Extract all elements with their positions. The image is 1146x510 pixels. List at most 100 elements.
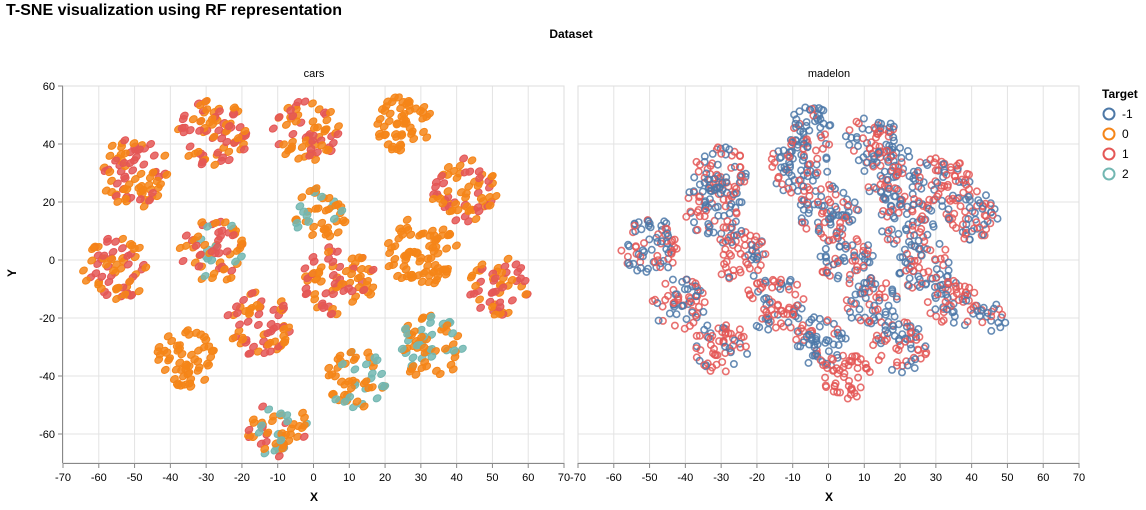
y-tick-label: 40 — [43, 139, 55, 151]
data-point-target-1 — [667, 249, 676, 258]
data-point-target-1 — [915, 173, 924, 182]
data-point-target-0 — [310, 290, 320, 299]
data-point-target-1 — [728, 341, 737, 350]
data-point-target-2 — [237, 252, 246, 261]
data-point-target-1 — [756, 261, 765, 270]
data-point-target-1 — [828, 235, 837, 244]
data-point-target-0 — [120, 290, 130, 299]
data-point-target-2 — [227, 221, 236, 230]
data-point-target-0 — [432, 366, 441, 375]
data-point-target--1 — [729, 359, 738, 368]
data-point-target-1 — [846, 390, 855, 399]
data-point-target--1 — [942, 305, 951, 314]
data-point-target-0 — [390, 255, 400, 264]
data-point-target-1 — [865, 287, 874, 296]
data-point-target--1 — [894, 229, 903, 238]
data-point-target-1 — [128, 166, 138, 175]
data-point-target--1 — [730, 336, 739, 345]
data-point-target-1 — [845, 356, 854, 365]
data-point-target-0 — [220, 218, 230, 227]
data-point-target-1 — [908, 221, 917, 230]
data-point-target-1 — [108, 247, 118, 257]
data-point-target--1 — [911, 332, 920, 341]
data-point-target-1 — [963, 317, 972, 326]
data-point-target-1 — [876, 127, 885, 136]
data-point-target-0 — [228, 334, 238, 343]
data-point-target-1 — [268, 124, 278, 133]
data-point-target--1 — [685, 188, 694, 197]
data-point-target-2 — [257, 421, 266, 430]
data-point-target--1 — [752, 321, 761, 330]
data-point-target--1 — [660, 217, 669, 226]
data-point-target--1 — [721, 342, 730, 351]
data-point-target-1 — [921, 350, 930, 359]
data-point-target-0 — [144, 180, 154, 189]
data-point-target-0 — [418, 114, 428, 123]
data-point-target--1 — [864, 241, 873, 250]
data-point-target-2 — [316, 192, 326, 201]
data-point-target-1 — [103, 234, 112, 243]
data-point-target-0 — [324, 194, 334, 203]
data-point-target--1 — [974, 196, 983, 205]
data-point-target-1 — [894, 163, 903, 172]
data-point-target-1 — [724, 233, 733, 242]
data-point-target--1 — [903, 202, 912, 211]
data-point-target-1 — [865, 367, 874, 376]
legend-symbol-1 — [1102, 147, 1116, 161]
data-point-target-0 — [211, 219, 220, 228]
data-point-target-0 — [107, 255, 117, 264]
data-point-target--1 — [716, 189, 725, 198]
data-point-target-1 — [359, 286, 369, 295]
data-point-target-0 — [253, 347, 263, 356]
data-point-target-1 — [872, 331, 881, 340]
data-point-target-1 — [120, 136, 130, 145]
data-point-target--1 — [881, 194, 890, 203]
data-point-target-1 — [308, 136, 318, 145]
data-point-target-1 — [793, 280, 802, 289]
data-point-target-0 — [442, 321, 452, 330]
data-point-target-0 — [337, 377, 346, 386]
data-point-target--1 — [833, 274, 842, 283]
data-point-target-1 — [123, 260, 133, 269]
data-point-target-1 — [893, 170, 902, 179]
data-point-target-1 — [299, 432, 309, 441]
data-point-target--1 — [871, 280, 880, 289]
data-point-target-0 — [351, 353, 360, 362]
data-point-target-1 — [956, 202, 965, 211]
data-point-target-1 — [459, 154, 468, 163]
data-point-target-1 — [882, 146, 891, 155]
data-point-target-1 — [185, 142, 195, 151]
data-point-target-1 — [687, 298, 696, 307]
data-point-target-1 — [869, 341, 878, 350]
data-point-target-1 — [758, 283, 767, 292]
data-point-target-2 — [380, 382, 390, 391]
data-point-target-1 — [254, 310, 264, 319]
data-point-target--1 — [737, 198, 746, 207]
column-header: Dataset — [549, 27, 592, 41]
data-point-target-0 — [87, 256, 97, 265]
data-point-target-0 — [375, 129, 384, 138]
data-point-target-1 — [97, 272, 107, 281]
data-point-target-1 — [617, 246, 626, 255]
data-point-target-0 — [375, 115, 385, 124]
data-point-target-1 — [288, 130, 298, 139]
data-point-target--1 — [764, 315, 773, 324]
data-point-target-1 — [195, 126, 204, 135]
data-point-target-1 — [658, 316, 667, 325]
data-point-target--1 — [907, 241, 916, 250]
data-point-target-1 — [495, 303, 505, 312]
data-point-target-1 — [818, 144, 827, 153]
data-point-target--1 — [753, 287, 762, 296]
data-point-target-1 — [937, 317, 946, 326]
data-point-target-1 — [215, 107, 224, 116]
y-tick-label: 20 — [43, 197, 55, 209]
data-point-target-1 — [674, 295, 683, 304]
data-point-target--1 — [976, 306, 985, 315]
data-point-target--1 — [938, 202, 947, 211]
data-point-target-0 — [237, 236, 246, 245]
data-point-target-1 — [148, 188, 157, 198]
data-point-target-1 — [799, 144, 808, 153]
data-point-target--1 — [652, 233, 661, 242]
data-point-target--1 — [817, 105, 826, 114]
data-point-target-0 — [331, 372, 340, 381]
